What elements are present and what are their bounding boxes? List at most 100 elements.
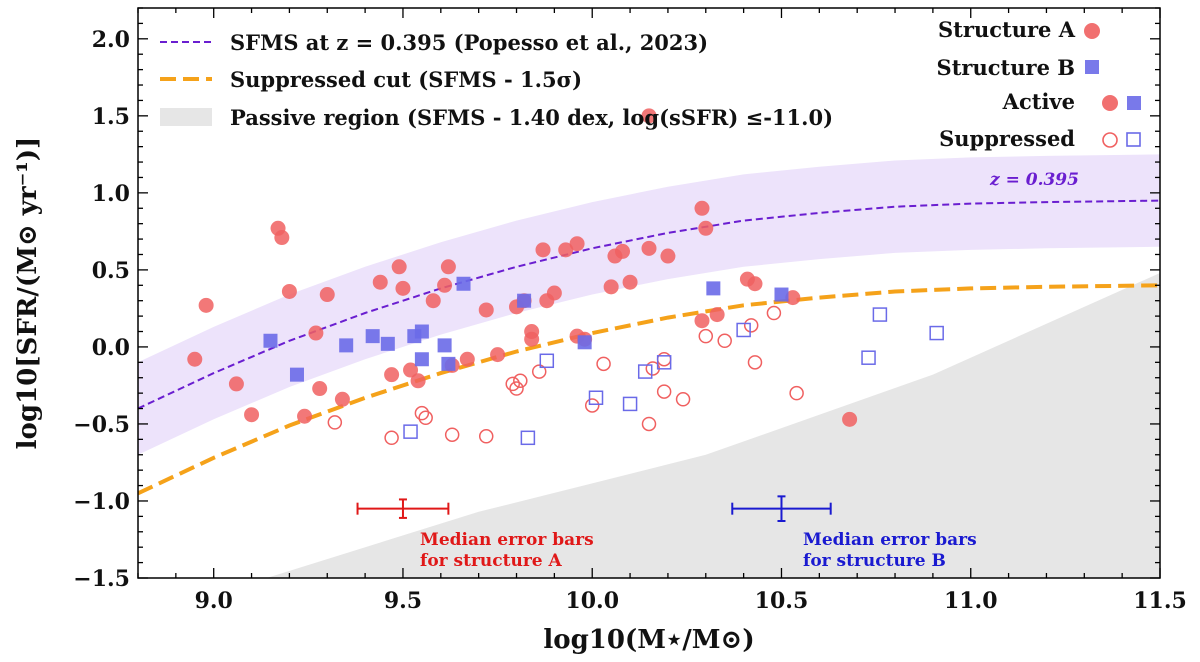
legend-lines: SFMS at z = 0.395 (Popesso et al., 2023)… [160,30,833,130]
structure-a-suppressed-point [747,355,763,370]
structure-b-active-point [706,281,721,296]
structure-a-active-point [274,230,290,246]
legend-suppressed-label: Suppressed [939,126,1075,151]
structure-b-active-point [414,352,429,367]
structure-b-suppressed-point [656,355,672,370]
axis-tick-labels: 9.0 9.5 10.0 10.5 11.0 11.5 −1.5 −1.0 −0.5 0.0 0.5… [73,27,1187,614]
error-bar-b-label-line2: for structure B [803,551,946,571]
sfms-line [138,199,1160,410]
x-tick-label: 10.0 [565,588,619,614]
structure-a-suppressed-point [513,373,528,389]
structure-a-active-point [694,313,710,329]
structure-a-active-point [660,248,676,264]
x-tick-label: 10.5 [755,588,809,614]
structure-a-active-point [641,240,657,256]
legend-passive-label: Passive region (SFMS - 1.40 dex, log(sSF… [230,105,833,130]
axis-ticks [137,7,1161,579]
structure-a-suppressed-point [675,392,691,407]
structure-a-suppressed-point [584,398,600,413]
structure-b-suppressed-point [872,307,888,322]
data-points [187,108,944,446]
structure-a-active-point [478,302,494,318]
structure-a-active-point [603,279,619,295]
structure-a-suppressed-point [596,356,611,372]
structure-a-active-point [384,367,400,383]
structure-a-active-point [334,391,350,407]
error-bar-b [731,495,832,522]
passive-region [266,273,1160,578]
plot-frame [137,7,1161,579]
structure-b-suppressed-point [539,353,555,369]
structure-a-active-point [391,259,407,275]
y-tick-label: 2.0 [92,27,130,53]
structure-b-active-point [441,356,456,371]
structure-b-active-point [456,276,471,291]
structure-a-active-point [198,297,214,313]
legend-structure-a-label: Structure A [938,17,1076,42]
structure-b-suppressed-point [403,424,418,439]
x-tick-label: 9.5 [384,588,422,614]
structure-b-suppressed-point [588,390,604,406]
structure-b-suppressed-point [861,350,876,365]
y-tick-label: −1.0 [73,489,130,515]
structure-a-suppressed-point [384,430,399,446]
structure-a-active-point [297,408,313,424]
structure-a-suppressed-point [505,376,520,392]
structure-a-active-point [281,283,297,299]
structure-a-active-point [410,373,426,389]
y-tick-label: 0.5 [92,258,130,284]
y-axis-label: log10[SFR/(M⊙ yr⁻¹)] [13,137,43,450]
median-error-bars [356,495,832,522]
structure-a-suppressed-point [531,364,547,379]
structure-a-active-point [694,200,710,216]
structure-a-active-point [228,376,244,392]
legend-markers: Structure A Structure B Active Suppresse… [937,17,1141,151]
structure-a-suppressed-point [766,305,782,321]
structure-a-active-point [372,274,388,290]
y-tick-label: −0.5 [73,412,130,438]
x-tick-label: 9.0 [195,588,233,614]
structure-a-suppressed-point [789,385,804,401]
structure-a-active-point [312,381,328,397]
structure-b-suppressed-point [736,322,751,338]
structure-a-suppressed-point [641,416,657,432]
structure-a-active-point [437,277,453,293]
structure-a-suppressed-point [656,351,672,367]
legend-suppressed-square-marker [1126,132,1141,147]
structure-b-suppressed-point [929,325,944,341]
structure-a-active-point [308,325,324,341]
structure-a-suppressed-point [717,333,732,349]
structure-a-active-point [641,108,657,124]
y-tick-label: 1.5 [92,104,130,130]
structure-a-active-point [440,259,456,275]
structure-a-active-point [698,220,714,236]
structure-a-suppressed-point [743,318,759,333]
structure-b-active-point [365,329,380,344]
structure-a-active-point [535,242,551,258]
structure-b-active-point [380,336,395,351]
legend-cut-label: Suppressed cut (SFMS - 1.5σ) [230,67,582,92]
structure-a-active-point [403,362,419,378]
structure-a-active-point [569,236,585,252]
legend-passive-swatch [160,108,212,126]
structure-a-active-point [425,293,441,309]
structure-a-active-point [747,276,763,292]
structure-a-suppressed-point [656,384,672,399]
legend-structure-b-marker [1085,60,1099,74]
legend-active-circle-marker [1102,95,1118,111]
y-tick-label: 0.0 [92,335,130,361]
structure-b-active-point [774,287,789,302]
structure-a-active-point [244,407,260,423]
structure-a-active-point [558,242,574,258]
legend-active-square-marker [1127,96,1141,110]
y-tick-label: 1.0 [92,181,130,207]
structure-a-active-point [187,351,203,367]
structure-a-active-point [622,274,638,290]
structure-a-suppressed-point [698,328,714,344]
structure-a-suppressed-point [509,381,524,396]
error-bar-a [356,498,450,519]
legend-suppressed-circle-marker [1102,132,1118,148]
structure-b-active-point [414,324,429,339]
structure-b-active-point [289,367,304,382]
